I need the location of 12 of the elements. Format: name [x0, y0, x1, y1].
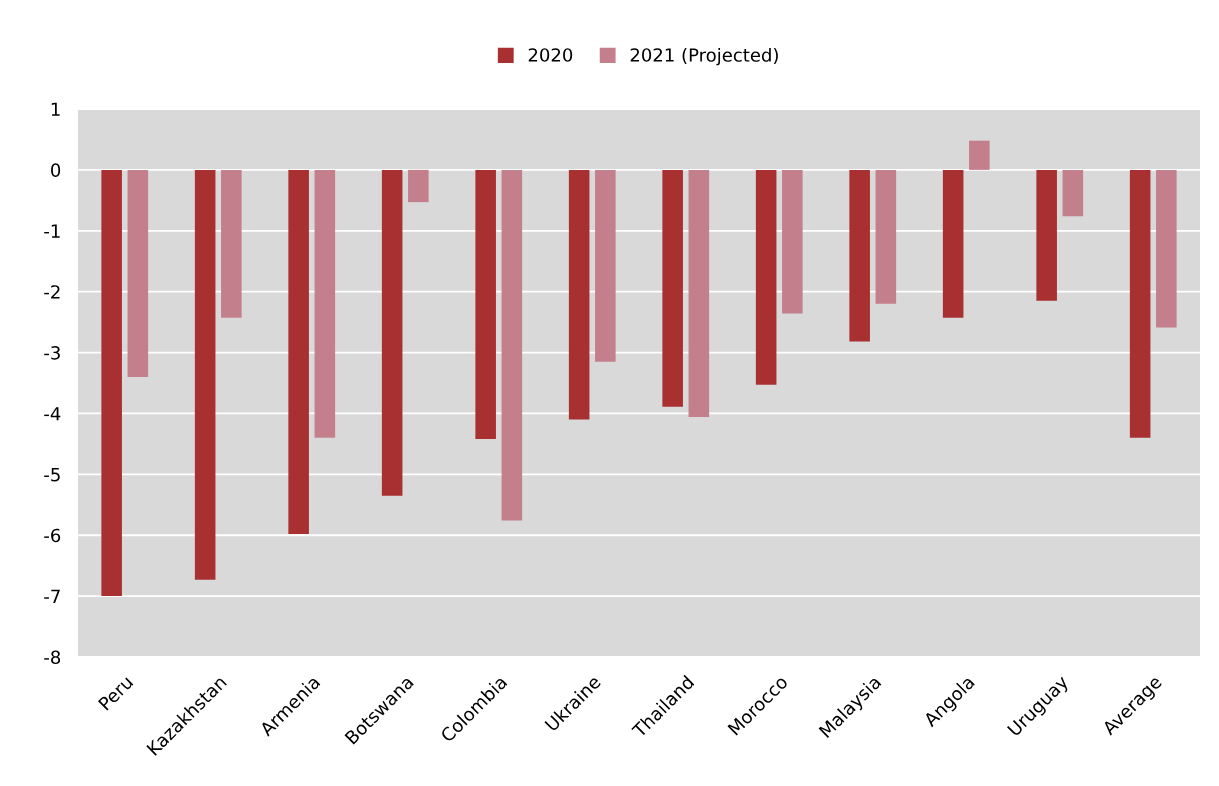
y-tick-label: -7: [44, 589, 60, 603]
legend-label: 2020: [528, 48, 573, 62]
y-tick-label: 1: [51, 102, 60, 116]
y-tick-label: -5: [44, 468, 60, 482]
y-tick-label: 0: [51, 163, 61, 178]
y-tick-label: -6: [44, 528, 61, 543]
legend-label: 2021 (Projected): [630, 47, 778, 66]
y-tick-label: -2: [44, 285, 60, 299]
y-tick-label: -8: [44, 650, 61, 665]
y-tick-label: -1: [44, 224, 60, 238]
y-tick-label: -3: [44, 346, 60, 360]
y-tick-label: -4: [44, 407, 61, 421]
